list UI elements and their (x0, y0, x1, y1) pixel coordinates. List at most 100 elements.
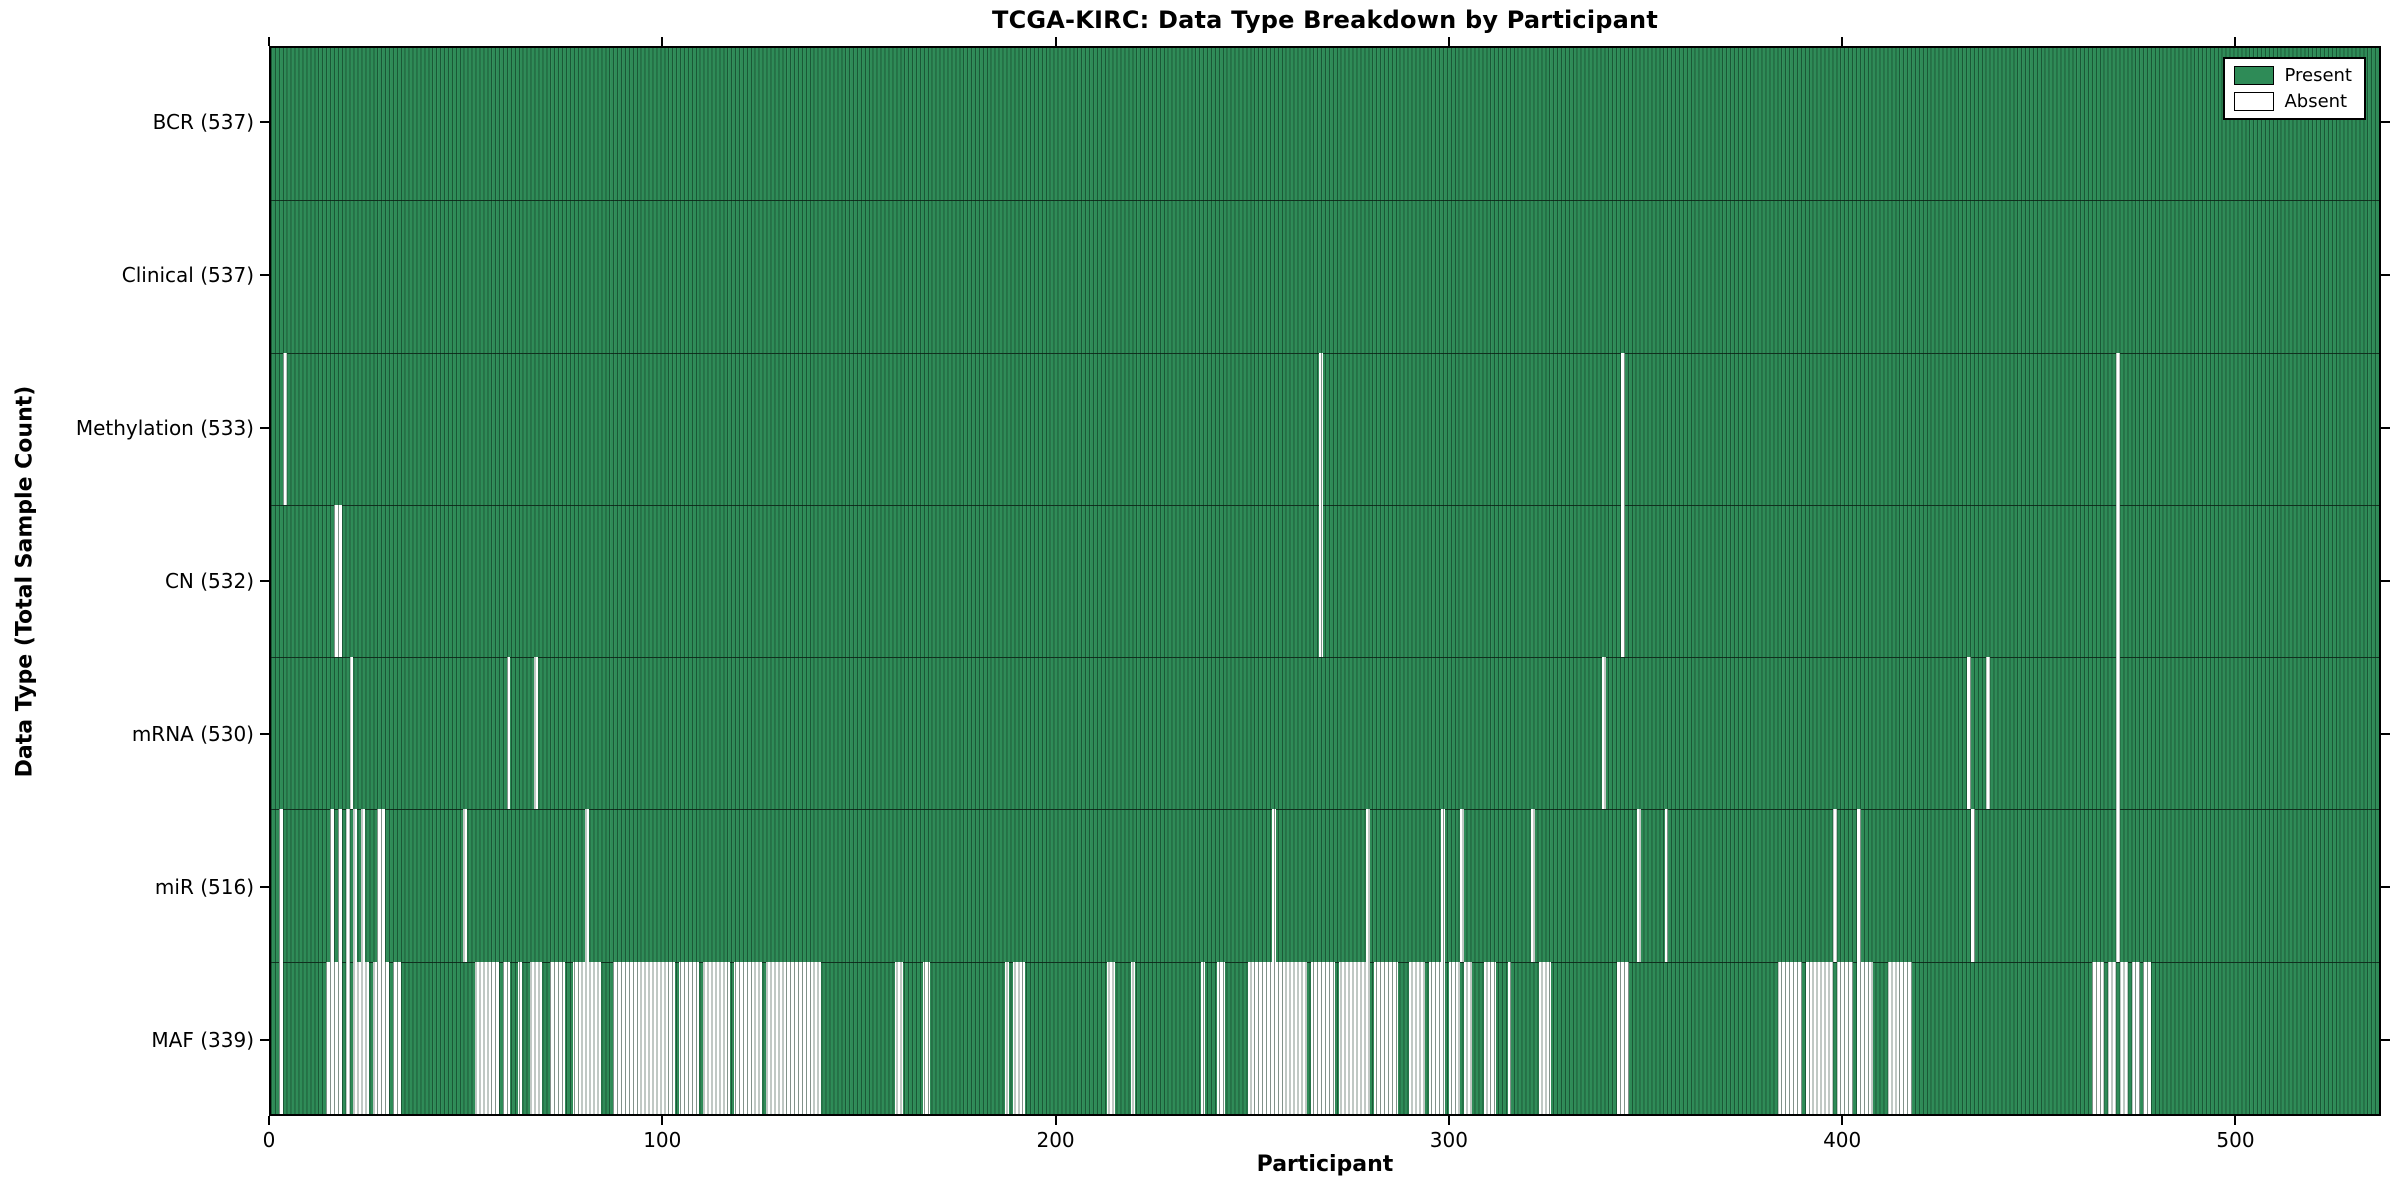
absent-bar (1130, 961, 1135, 1114)
absent-bar (353, 809, 358, 962)
legend-item-present: Present (2234, 66, 2352, 85)
chart-title: TCGA-KIRC: Data Type Breakdown by Partic… (992, 6, 1658, 34)
absent-bar (1319, 504, 1324, 658)
absent-bar (1833, 809, 1838, 962)
row-clinical (271, 200, 2379, 353)
absent-bar (1888, 961, 1912, 1114)
y-tick-left (260, 580, 269, 582)
absent-bar (506, 657, 511, 810)
absent-bar (2119, 961, 2128, 1114)
absent-bar (1448, 961, 1461, 1114)
absent-bar (2092, 961, 2105, 1114)
absent-bar (1637, 809, 1641, 962)
absent-bar (2108, 961, 2116, 1114)
absent-bar (1507, 961, 1512, 1114)
x-tick-top (661, 37, 664, 46)
absent-bar (1012, 961, 1025, 1114)
x-tick-top (268, 37, 270, 46)
y-tick-right (2381, 885, 2390, 888)
absent-bar (392, 961, 401, 1114)
absent-bar (1617, 961, 1630, 1114)
plot-area: Present Absent (269, 46, 2381, 1116)
absent-bar (1483, 961, 1496, 1114)
absent-bar (1429, 961, 1445, 1114)
y-tick-right (2381, 580, 2390, 582)
absent-bar (2143, 961, 2152, 1114)
x-tick-bottom (1447, 1116, 1450, 1125)
row-bcr (271, 48, 2379, 201)
absent-bar (1201, 961, 1206, 1114)
absent-bar (1217, 961, 1225, 1114)
legend-label: Absent (2284, 90, 2348, 112)
absent-bar (373, 961, 389, 1114)
x-tick-label: 0 (262, 1128, 276, 1152)
x-tick-top (1054, 37, 1057, 46)
y-tick-left (260, 121, 269, 124)
x-tick-bottom (661, 1116, 664, 1125)
absent-bar (1531, 809, 1535, 962)
absent-bar (1856, 961, 1873, 1114)
y-tick-label-mir: miR (516) (154, 874, 254, 899)
absent-bar (345, 961, 350, 1114)
x-axis-label: Participant (1256, 1152, 1394, 1177)
legend-item-absent: Absent (2234, 92, 2352, 111)
row-cn (271, 504, 2379, 658)
absent-bar (1837, 961, 1853, 1114)
absent-bar (329, 809, 334, 962)
x-tick-top (1841, 37, 1844, 46)
absent-bar (2115, 657, 2120, 810)
absent-bar (325, 961, 342, 1114)
absent-bar (278, 961, 283, 1114)
absent-bar (376, 809, 385, 962)
y-tick-right (2381, 427, 2390, 430)
absent-bar (1856, 809, 1861, 962)
x-tick-label: 100 (643, 1128, 682, 1152)
absent-bar (1374, 961, 1398, 1114)
row-methylation (271, 352, 2379, 505)
absent-bar (337, 809, 342, 962)
y-tick-right (2381, 732, 2390, 735)
x-tick-label: 500 (2216, 1128, 2255, 1152)
absent-bar (1460, 809, 1465, 962)
y-tick-left (260, 1038, 269, 1041)
absent-bar (1778, 961, 1802, 1114)
absent-bar (612, 961, 676, 1114)
x-tick-top (2234, 37, 2237, 46)
x-tick-bottom (2234, 1116, 2237, 1125)
y-tick-left (260, 427, 269, 430)
absent-bar (1538, 961, 1551, 1114)
absent-bar (333, 504, 342, 658)
x-tick-top (1447, 37, 1450, 46)
absent-bar (345, 809, 350, 962)
absent-bar (1621, 352, 1626, 505)
absent-bar (1319, 352, 1324, 505)
x-tick-bottom (268, 1116, 270, 1125)
absent-bar (518, 961, 523, 1114)
absent-bar (2115, 504, 2120, 658)
legend-swatch-absent (2234, 92, 2275, 111)
absent-bar (1272, 809, 1276, 962)
absent-bar (895, 961, 903, 1114)
absent-bar (1366, 809, 1371, 962)
y-tick-label-cn: CN (532) (164, 569, 254, 593)
absent-bar (502, 961, 511, 1114)
absent-bar (463, 809, 468, 962)
absent-bar (1005, 961, 1009, 1114)
absent-bar (530, 961, 542, 1114)
absent-bar (702, 961, 731, 1114)
absent-bar (534, 657, 538, 810)
absent-bar (475, 961, 499, 1114)
x-tick-label: 300 (1429, 1128, 1468, 1152)
absent-bar (1107, 961, 1115, 1114)
row-mrna (271, 657, 2379, 810)
absent-bar (1805, 961, 1834, 1114)
absent-bar (922, 961, 931, 1114)
y-tick-right (2381, 1038, 2390, 1041)
row-maf (271, 961, 2379, 1114)
absent-bar (1621, 504, 1626, 658)
absent-bar (549, 961, 566, 1114)
absent-bar (679, 961, 699, 1114)
x-tick-label: 200 (1036, 1128, 1075, 1152)
y-tick-label-maf: MAF (339) (151, 1027, 254, 1052)
